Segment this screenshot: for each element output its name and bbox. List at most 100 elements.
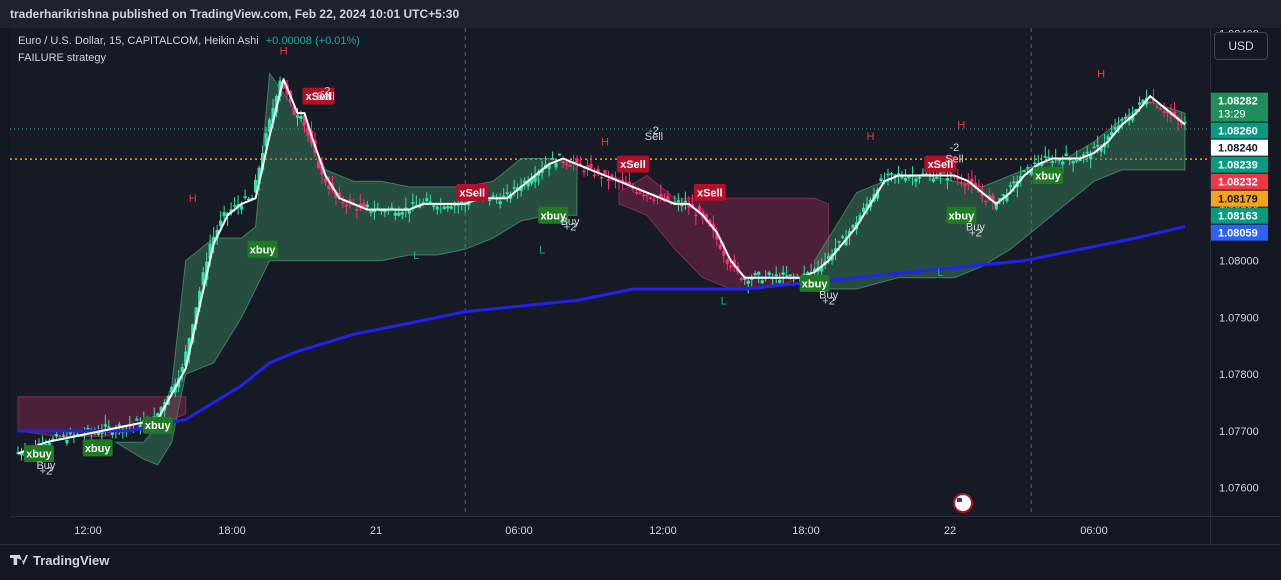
bear-candle	[281, 81, 286, 89]
x-tick-label: 12:00	[74, 525, 102, 537]
xsell-signal-box[interactable]	[456, 184, 489, 202]
bear-candle	[729, 265, 733, 268]
symbol-legend[interactable]: Euro / U.S. Dollar, 15, CAPITALCOM, Heik…	[18, 35, 360, 47]
bear-candle	[561, 161, 565, 164]
xbuy-signal-box[interactable]	[23, 445, 54, 463]
bull-candle	[435, 206, 439, 210]
price-badge	[1211, 190, 1268, 207]
bull-candle	[19, 452, 24, 456]
bull-candle	[945, 178, 950, 181]
xbuy-signal-box[interactable]	[538, 206, 569, 224]
xbuy-signal-box[interactable]	[142, 416, 173, 434]
bear-candle	[589, 164, 593, 169]
bull-candle	[414, 204, 418, 207]
bear-candle	[725, 259, 729, 264]
bull-candle	[774, 274, 778, 277]
bull-candle	[676, 200, 680, 203]
tradingview-logo[interactable]: TradingView	[10, 553, 109, 568]
bull-candle	[271, 107, 275, 123]
xsell-signal-box[interactable]	[693, 184, 726, 202]
bear-candle	[666, 195, 670, 200]
bull-candle	[851, 225, 855, 228]
bull-candle	[547, 165, 551, 169]
currency-button[interactable]: USD	[1214, 32, 1268, 60]
bull-candle	[554, 162, 558, 168]
bull-candle	[278, 80, 282, 97]
bull-candle	[219, 220, 223, 226]
bull-candle	[802, 273, 806, 276]
bull-candle	[208, 243, 212, 260]
bull-candle	[1033, 162, 1037, 165]
chart-svg[interactable]: xbuy xbuy xbuy xbuy xbuy xbuy xbuy xbuy xSell xSe…	[0, 0, 1281, 544]
bull-candle	[369, 211, 373, 213]
bull-candle	[743, 278, 747, 280]
xsell-signal-box[interactable]	[302, 87, 335, 105]
bull-candle	[1106, 136, 1110, 140]
bull-candle	[103, 424, 107, 427]
xsell-signal-box[interactable]	[924, 155, 957, 173]
high-label: H	[957, 119, 965, 131]
y-tick-label: 1.07800	[1219, 369, 1259, 381]
bull-candle	[938, 172, 943, 175]
bull-candle	[994, 203, 998, 210]
xbuy-signal-label: xbuy	[26, 449, 53, 461]
bull-candle	[428, 201, 432, 204]
top-bar: traderharikrishna published on TradingVi…	[0, 0, 1281, 28]
low-label: L	[539, 244, 545, 256]
bull-candle	[1124, 117, 1128, 119]
price-badge-label: 1.08260	[1218, 126, 1258, 138]
trade-annotation: -2	[950, 142, 960, 154]
xsell-signal-box[interactable]	[616, 155, 649, 173]
xbuy-signal-box[interactable]	[1033, 167, 1064, 185]
strategy-legend[interactable]: FAILURE strategy	[18, 52, 107, 64]
us-flag-icon[interactable]	[953, 493, 973, 513]
low-label: L	[413, 250, 419, 262]
bull-candle	[393, 212, 397, 216]
trade-annotation: Sell	[945, 154, 963, 166]
bull-candle	[865, 203, 869, 210]
xbuy-signal-label: xbuy	[949, 210, 976, 222]
bear-candle	[634, 191, 639, 194]
bull-candle	[785, 275, 789, 277]
bull-candle	[1050, 160, 1054, 163]
trade-annotation: Buy	[561, 216, 580, 228]
bull-candle	[446, 206, 450, 209]
bull-candle	[557, 153, 562, 156]
price-badge	[1211, 224, 1268, 241]
bull-candle	[110, 431, 114, 435]
bull-candle	[924, 173, 929, 176]
bull-candle	[861, 207, 866, 212]
bear-candle	[362, 203, 366, 208]
grid-lines	[10, 28, 1210, 516]
bull-candle	[260, 153, 265, 171]
y-tick-label: 1.07700	[1219, 426, 1259, 438]
bear-candle	[599, 177, 604, 179]
xbuy-signal-box[interactable]	[247, 240, 278, 258]
trade-annotation: +2	[822, 295, 835, 307]
bull-candle	[201, 272, 205, 286]
bull-candle	[51, 438, 55, 441]
bear-candle	[1155, 106, 1159, 109]
bear-candle	[732, 259, 736, 267]
bull-candle	[86, 428, 90, 431]
xbuy-signal-box[interactable]	[946, 206, 977, 224]
xbuy-signal-box[interactable]	[82, 439, 113, 457]
bull-candle	[1183, 121, 1187, 124]
price-badge-countdown: 13:29	[1218, 109, 1246, 121]
bear-candle	[952, 176, 956, 178]
trade-annotation: Sell	[645, 131, 663, 143]
price-badge	[1211, 207, 1268, 224]
chart-panel[interactable]	[10, 28, 1210, 516]
bull-candle	[550, 158, 555, 160]
xbuy-signal-box[interactable]	[799, 274, 830, 292]
price-badge	[1211, 156, 1268, 173]
bear-candle	[592, 174, 597, 177]
price-badge-label: 1.08240	[1218, 143, 1258, 155]
bull-candle	[847, 231, 852, 236]
bull-candle	[156, 413, 160, 420]
bull-candle	[233, 205, 237, 207]
bull-candle	[264, 133, 268, 147]
bull-candle	[907, 176, 911, 178]
bull-candle	[526, 180, 530, 187]
bull-candle	[1001, 194, 1005, 196]
